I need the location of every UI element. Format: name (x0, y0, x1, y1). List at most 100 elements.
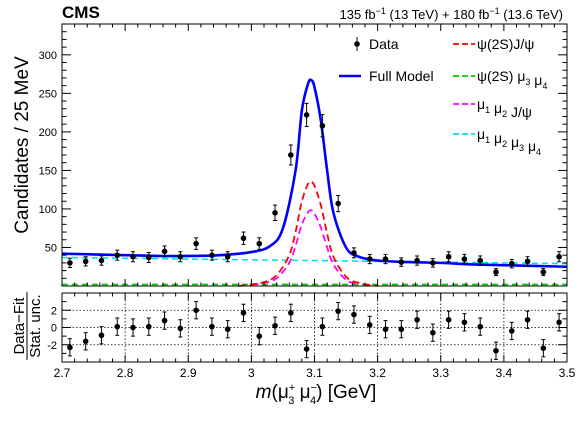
data-point (477, 255, 484, 266)
data-point (540, 268, 547, 277)
legend-label--: μ1 μ2 μ3 μ4 (477, 126, 541, 157)
x-tick-label: 2.8 (117, 366, 134, 380)
data-marker (288, 152, 294, 158)
pull-marker (177, 325, 184, 332)
pull-point (177, 319, 184, 338)
pull-point (398, 320, 405, 339)
pull-marker (461, 319, 468, 326)
legend-label-full-model: Full Model (369, 68, 434, 84)
data-point (366, 253, 373, 265)
pull-marker (508, 328, 515, 334)
pull-point (224, 320, 231, 339)
data-marker (430, 260, 436, 266)
data-marker (130, 253, 136, 260)
pull-point (493, 341, 499, 360)
pull-marker (114, 323, 121, 330)
pull-marker (493, 347, 499, 354)
data-point (256, 237, 263, 250)
curve-- (61, 256, 568, 265)
data-point (177, 251, 184, 263)
pull-marker (240, 310, 247, 316)
data-marker (240, 235, 247, 242)
pull-point (98, 326, 105, 345)
data-marker (382, 256, 389, 262)
data-point (398, 257, 405, 267)
data-marker (524, 258, 531, 265)
pull-marker (145, 323, 152, 330)
pull-point (351, 305, 357, 324)
x-tick-label: 3.2 (369, 366, 386, 380)
data-point (67, 257, 73, 269)
luminosity-label: 135 fb−1 (13 TeV) + 180 fb−1 (13.6 TeV) (339, 6, 563, 22)
pull-point (303, 339, 310, 359)
legend-entry-full-model: Full Model (339, 68, 434, 84)
pull-point (256, 327, 263, 346)
legend: Data ψ(2S)J/ψ Full Model ψ(2S) μ3 μ4 μ1 μ2 J… (339, 36, 547, 157)
pull-point (540, 339, 547, 358)
pull-point (508, 321, 515, 341)
main-y-axis-label: Candidates / 25 MeV (12, 56, 33, 234)
x-tick-label: 2.7 (54, 366, 71, 380)
pull-marker (256, 333, 263, 339)
x-tick-label: 3 (248, 366, 255, 380)
data-point (303, 102, 310, 127)
pull-marker (398, 326, 405, 333)
data-marker (82, 258, 89, 265)
curve--2s-j- (238, 180, 378, 287)
data-marker (477, 257, 484, 264)
pull-point (335, 301, 341, 321)
pull-point (145, 317, 152, 336)
data-point (414, 255, 420, 266)
pull-marker (319, 323, 326, 330)
data-point (98, 255, 105, 266)
data-marker (508, 260, 515, 267)
y-tick-label: 200 (39, 127, 57, 139)
y-tick-label: 2 (51, 305, 57, 317)
pull-point (445, 310, 452, 329)
data-marker (398, 259, 405, 265)
data-marker (114, 252, 121, 258)
data-marker (224, 253, 231, 260)
pull-marker (335, 308, 341, 314)
pull-point (382, 320, 389, 339)
data-point (508, 258, 515, 269)
data-point (224, 251, 231, 263)
pull-marker (382, 326, 389, 333)
pull-marker (272, 322, 278, 329)
pull-marker (209, 323, 215, 330)
data-marker (335, 200, 341, 207)
data-point (524, 256, 531, 267)
data-marker (461, 256, 468, 262)
data-point (319, 114, 326, 138)
data-point (161, 245, 168, 258)
data-point (114, 249, 121, 261)
legend-label--2s-: ψ(2S) μ3 μ4 (477, 68, 547, 91)
data-point (461, 253, 468, 265)
legend-label--2s-j-: ψ(2S)J/ψ (477, 36, 534, 52)
data-points (67, 102, 562, 277)
data-point (335, 194, 341, 213)
x-tick-label: 3.3 (432, 366, 449, 380)
data-marker (256, 240, 263, 247)
pull-point (114, 317, 121, 336)
x-tick-label: 3.5 (559, 366, 576, 380)
pull-point (319, 317, 326, 336)
data-marker (414, 257, 420, 264)
y-tick-label: -2 (47, 340, 57, 352)
y-tick-label: 0 (51, 323, 57, 335)
data-marker (193, 240, 199, 247)
y-tick-label: 100 (39, 204, 57, 216)
data-marker (98, 257, 105, 264)
legend-entry--2s-: ψ(2S) μ3 μ4 (453, 68, 547, 91)
data-point (445, 251, 452, 263)
data-point (382, 253, 389, 265)
data-marker (540, 269, 547, 275)
data-marker (366, 256, 373, 262)
data-marker (303, 112, 310, 118)
data-marker (445, 253, 452, 260)
pull-marker (130, 324, 136, 331)
x-tick-label: 3.1 (306, 366, 323, 380)
data-point (82, 256, 89, 267)
legend-label--j-: μ1 μ2 J/ψ (477, 96, 532, 120)
